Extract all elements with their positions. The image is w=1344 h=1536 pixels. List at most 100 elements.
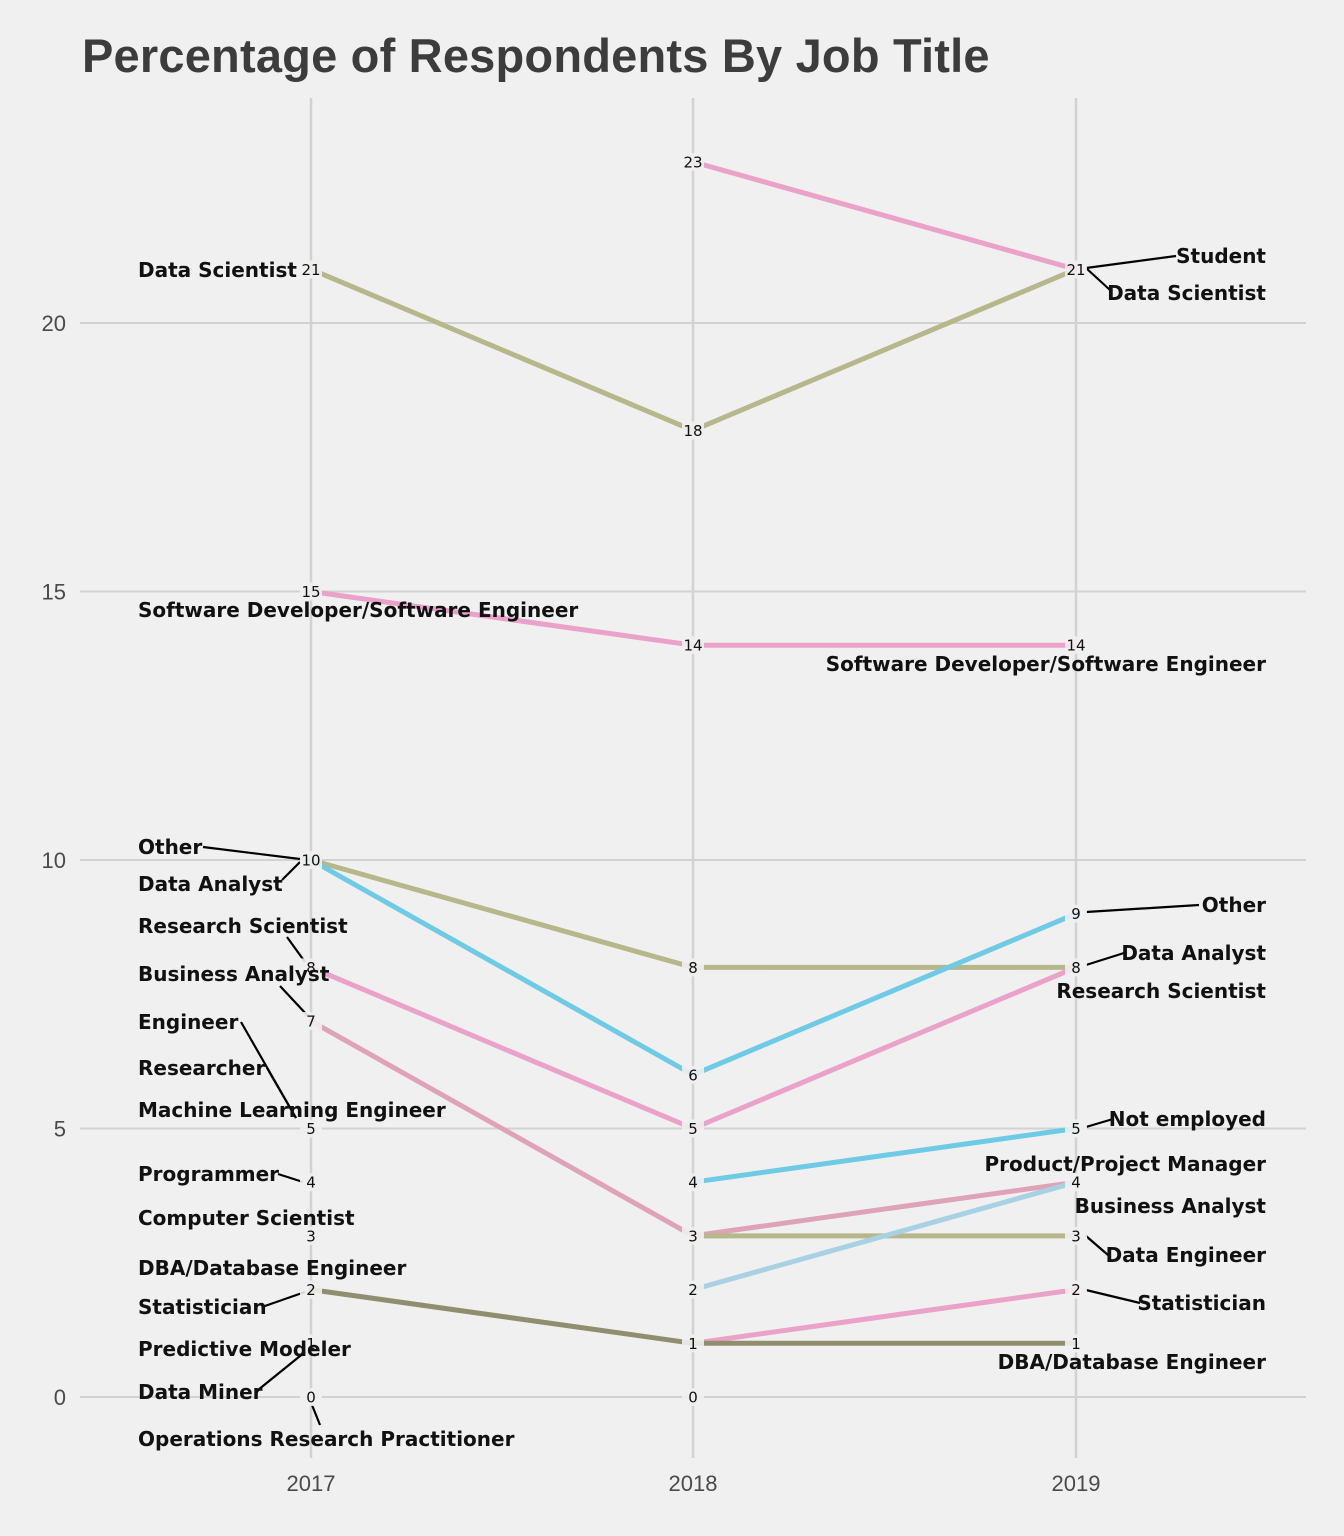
series-lines: [308, 159, 1079, 1346]
category-label-2017: Other: [138, 835, 202, 859]
leader-line: [257, 1351, 306, 1391]
data-value-label: 9: [1071, 905, 1081, 923]
data-value-label: 8: [306, 959, 316, 977]
value-label-bg: [300, 1280, 322, 1299]
value-label-bg: [300, 1334, 322, 1353]
category-label-2017: Programmer: [138, 1162, 279, 1186]
leader-line: [1085, 267, 1111, 291]
value-label-bg: [682, 152, 704, 171]
leader-line: [1085, 1288, 1141, 1305]
value-label-bg: [1065, 636, 1087, 655]
data-value-label: 5: [1071, 1120, 1081, 1138]
series-line: [690, 964, 1079, 1131]
value-label-bg: [1065, 1334, 1087, 1353]
data-value-label: 15: [301, 583, 320, 601]
category-label-2019: Statistician: [1137, 1291, 1266, 1315]
series-line: [690, 1287, 1079, 1346]
category-label-2019: Student: [1176, 244, 1266, 268]
category-label-2019: Data Engineer: [1106, 1243, 1267, 1267]
category-label-2019: Software Developer/Software Engineer: [826, 652, 1266, 676]
value-label-bg: [300, 582, 322, 601]
category-labels-left: Data Scientist Software Developer/Softwar…: [138, 258, 578, 1451]
value-label-bg: [300, 1226, 322, 1245]
category-label-2019: Business Analyst: [1075, 1194, 1267, 1218]
data-value-label: 0: [688, 1389, 698, 1407]
category-label-2017: Data Analyst: [138, 872, 283, 896]
data-value-label: 2: [306, 1281, 316, 1299]
x-tick-label: 2018: [669, 1471, 718, 1496]
category-label-2017: Software Developer/Software Engineer: [138, 598, 578, 622]
category-label-2019: Research Scientist: [1056, 979, 1266, 1003]
leader-line: [277, 1172, 304, 1184]
value-label-bg: [682, 1119, 704, 1138]
value-label-bg: [1065, 904, 1087, 923]
leader-line: [261, 1290, 306, 1309]
category-label-2017: Researcher: [138, 1056, 265, 1080]
leader-line: [279, 985, 309, 1017]
value-label-bg: [300, 1388, 322, 1406]
category-label-2017: Statistician: [138, 1295, 267, 1319]
category-label-2017: Data Miner: [138, 1380, 263, 1404]
series-line: [308, 1287, 696, 1346]
data-value-label: 8: [1071, 959, 1081, 977]
leader-line: [266, 1067, 297, 1119]
value-label-bg: [682, 421, 704, 440]
series-line: [308, 266, 696, 433]
data-value-label: 3: [1071, 1227, 1081, 1245]
data-value-label: 14: [1066, 637, 1085, 655]
data-value-label: 14: [683, 637, 702, 655]
value-label-bg: [300, 1119, 322, 1138]
series-line: [308, 1018, 696, 1239]
data-value-label: 4: [306, 1174, 316, 1192]
value-label-bg: [1065, 1119, 1087, 1138]
category-label-2017: Business Analyst: [138, 962, 330, 986]
category-label-2017: Data Scientist: [138, 258, 297, 282]
leader-line: [1085, 903, 1200, 914]
value-label-bg: [1065, 1280, 1087, 1299]
y-axis: 0 5 10 15 20: [42, 311, 66, 1410]
chart-title: Percentage of Respondents By Job Title: [82, 29, 990, 82]
value-label-bg: [1065, 260, 1087, 279]
value-label-bg: [682, 1388, 704, 1406]
category-labels-right: Student Data Scientist Software Developer/…: [826, 244, 1267, 1374]
data-value-label: 21: [1066, 261, 1085, 279]
data-value-label: 2: [1071, 1281, 1081, 1299]
data-value-label: 0: [306, 1389, 316, 1407]
leader-line: [1085, 254, 1177, 270]
data-value-label: 6: [688, 1066, 698, 1084]
value-label-bg: [682, 1280, 704, 1299]
category-label-2019: Data Analyst: [1121, 941, 1266, 965]
value-label-bg: [300, 1012, 322, 1031]
value-label-bg: [682, 636, 704, 655]
value-label-bg: [300, 958, 322, 977]
value-label-bg: [682, 1334, 704, 1353]
category-label-2019: Product/Project Manager: [985, 1152, 1267, 1176]
value-label-bg: [1065, 1173, 1087, 1192]
series-line: [690, 266, 1079, 433]
category-label-2019: DBA/Database Engineer: [998, 1350, 1266, 1374]
data-value-label: 1: [688, 1335, 698, 1353]
data-value-label: 18: [683, 422, 702, 440]
y-tick-label: 5: [54, 1117, 66, 1142]
data-value-label: 21: [301, 261, 320, 279]
data-value-label: 3: [688, 1227, 698, 1245]
leader-line: [286, 936, 306, 963]
data-value-label: 1: [306, 1335, 316, 1353]
data-value-label: 3: [306, 1227, 316, 1245]
value-label-bg: [682, 1226, 704, 1245]
series-line: [690, 1179, 1079, 1293]
series-line: [308, 857, 696, 1078]
data-value-label: 5: [306, 1120, 316, 1138]
data-value-label: 7: [306, 1013, 316, 1031]
category-label-2019: Not employed: [1109, 1107, 1266, 1131]
data-value-label: 2: [688, 1281, 698, 1299]
y-tick-label: 0: [54, 1385, 66, 1410]
series-line: [308, 964, 696, 1131]
category-label-2017: Predictive Modeler: [138, 1337, 351, 1361]
leader-line: [310, 1404, 322, 1426]
category-label-2017: Machine Learning Engineer: [138, 1098, 446, 1122]
category-label-2019: Other: [1202, 893, 1266, 917]
data-value-label: 4: [1071, 1174, 1081, 1192]
